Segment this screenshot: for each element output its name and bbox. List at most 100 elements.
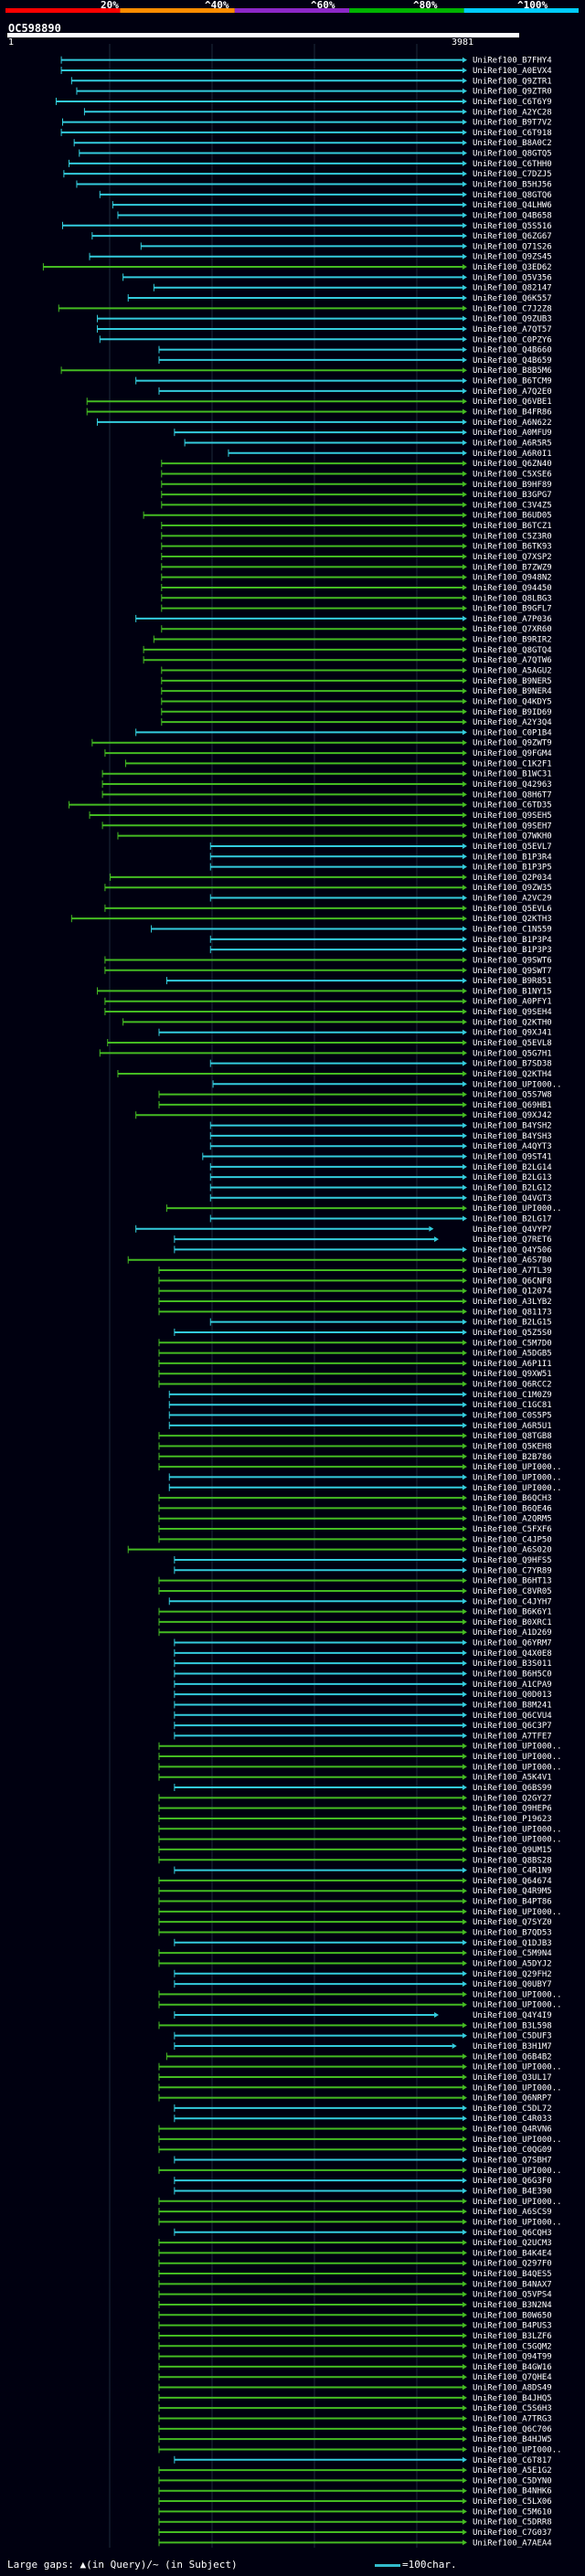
hit-label[interactable]: UniRef100_Q9SEH4 <box>473 1008 552 1017</box>
hit-label[interactable]: UniRef100_A6N622 <box>473 419 552 428</box>
hit-label[interactable]: UniRef100_Q42963 <box>473 780 552 790</box>
hit-label[interactable]: UniRef100_A7P036 <box>473 615 552 624</box>
hit-label[interactable]: UniRef100_Q5S7W8 <box>473 1091 552 1100</box>
hit-label[interactable]: UniRef100_C5LX06 <box>473 2497 552 2507</box>
hit-label[interactable]: UniRef100_B2LG13 <box>473 1173 552 1182</box>
hit-label[interactable]: UniRef100_B9NER5 <box>473 677 552 686</box>
hit-label[interactable]: UniRef100_Q6YRM7 <box>473 1639 552 1648</box>
hit-label[interactable]: UniRef100_Q9XW51 <box>473 1370 552 1379</box>
hit-label[interactable]: UniRef100_Q8TGB8 <box>473 1432 552 1441</box>
hit-label[interactable]: UniRef100_Q7QHE4 <box>473 2373 552 2382</box>
hit-label[interactable]: UniRef100_B4PT86 <box>473 1898 552 1907</box>
hit-label[interactable]: UniRef100_Q9ZW35 <box>473 884 552 893</box>
hit-label[interactable]: UniRef100_Q4B658 <box>473 211 552 220</box>
hit-label[interactable]: UniRef100_Q4KDY5 <box>473 697 552 706</box>
hit-label[interactable]: UniRef100_A6R0I1 <box>473 450 552 459</box>
hit-label[interactable]: UniRef100_B6UD05 <box>473 512 552 521</box>
hit-label[interactable]: UniRef100_B4E390 <box>473 2187 552 2196</box>
hit-label[interactable]: UniRef100_B2LG17 <box>473 1214 552 1224</box>
hit-label[interactable]: UniRef100_A6S020 <box>473 1546 552 1555</box>
hit-label[interactable]: UniRef100_Q5Z5S0 <box>473 1329 552 1338</box>
hit-label[interactable]: UniRef100_A3LYB2 <box>473 1298 552 1307</box>
hit-label[interactable]: UniRef100_Q2KTH0 <box>473 1018 552 1027</box>
hit-label[interactable]: UniRef100_Q0D013 <box>473 1691 552 1700</box>
hit-label[interactable]: UniRef100_B0XRC1 <box>473 1618 552 1627</box>
hit-label[interactable]: UniRef100_C8VR05 <box>473 1587 552 1596</box>
hit-label[interactable]: UniRef100_Q5V356 <box>473 273 552 282</box>
hit-label[interactable]: UniRef100_B1NY15 <box>473 987 552 996</box>
hit-label[interactable]: UniRef100_Q9HFS5 <box>473 1556 552 1565</box>
hit-label[interactable]: UniRef100_Q4LHW6 <box>473 201 552 210</box>
hit-label[interactable]: UniRef100_Q9ST41 <box>473 1153 552 1162</box>
hit-label[interactable]: UniRef100_Q9ZUB3 <box>473 315 552 324</box>
hit-label[interactable]: UniRef100_Q6C706 <box>473 2425 552 2434</box>
hit-label[interactable]: UniRef100_Q71S26 <box>473 242 552 251</box>
hit-label[interactable]: UniRef100_A5DYJ2 <box>473 1959 552 1968</box>
hit-label[interactable]: UniRef100_Q2GY27 <box>473 1794 552 1803</box>
hit-label[interactable]: UniRef100_B8B5M6 <box>473 366 552 376</box>
hit-label[interactable]: UniRef100_C0QG09 <box>473 2146 552 2155</box>
hit-label[interactable]: UniRef100_UPI000.. <box>473 2063 562 2072</box>
hit-label[interactable]: UniRef100_Q9SWT7 <box>473 967 552 976</box>
hit-label[interactable]: UniRef100_Q7XR60 <box>473 625 552 634</box>
hit-label[interactable]: UniRef100_Q0UBY7 <box>473 1980 552 1989</box>
hit-label[interactable]: UniRef100_B7FHY4 <box>473 57 552 66</box>
hit-label[interactable]: UniRef100_UPI000.. <box>473 2083 562 2093</box>
hit-label[interactable]: UniRef100_C5DUF3 <box>473 2032 552 2041</box>
hit-label[interactable]: UniRef100_Q9ZTR1 <box>473 77 552 86</box>
hit-label[interactable]: UniRef100_UPI000.. <box>473 2445 562 2454</box>
hit-label[interactable]: UniRef100_C6T918 <box>473 129 552 138</box>
hit-label[interactable]: UniRef100_C4JP50 <box>473 1535 552 1544</box>
hit-label[interactable]: UniRef100_C5DYN0 <box>473 2476 552 2486</box>
hit-label[interactable]: UniRef100_B3H1M7 <box>473 2042 552 2051</box>
hit-label[interactable]: UniRef100_P19623 <box>473 1815 552 1824</box>
hit-label[interactable]: UniRef100_C7YR89 <box>473 1566 552 1575</box>
hit-label[interactable]: UniRef100_C0P1B4 <box>473 728 552 737</box>
hit-label[interactable]: UniRef100_Q6NRP7 <box>473 2094 552 2104</box>
hit-label[interactable]: UniRef100_A7QTW6 <box>473 656 552 665</box>
hit-label[interactable]: UniRef100_Q4B659 <box>473 356 552 366</box>
hit-label[interactable]: UniRef100_Q5EVL8 <box>473 1039 552 1048</box>
hit-label[interactable]: UniRef100_Q7SYZ0 <box>473 1918 552 1927</box>
hit-label[interactable]: UniRef100_Q6VBE1 <box>473 398 552 407</box>
hit-label[interactable]: UniRef100_B4NAX7 <box>473 2280 552 2289</box>
hit-label[interactable]: UniRef100_Q94T99 <box>473 2353 552 2362</box>
hit-label[interactable]: UniRef100_B5HJ56 <box>473 180 552 189</box>
hit-label[interactable]: UniRef100_A5DGB5 <box>473 1350 552 1359</box>
hit-label[interactable]: UniRef100_B4JHQ5 <box>473 2394 552 2403</box>
hit-label[interactable]: UniRef100_B4HJW5 <box>473 2435 552 2444</box>
hit-label[interactable]: UniRef100_C5GQM2 <box>473 2342 552 2351</box>
hit-label[interactable]: UniRef100_A0PFY1 <box>473 998 552 1007</box>
hit-label[interactable]: UniRef100_A2VC29 <box>473 895 552 904</box>
hit-label[interactable]: UniRef100_Q64674 <box>473 1877 552 1886</box>
hit-label[interactable]: UniRef100_B4YSH3 <box>473 1132 552 1141</box>
hit-label[interactable]: UniRef100_Q3UL17 <box>473 2073 552 2083</box>
hit-label[interactable]: UniRef100_Q7SBH7 <box>473 2157 552 2166</box>
hit-label[interactable]: UniRef100_C5M9N4 <box>473 1949 552 1958</box>
hit-label[interactable]: UniRef100_Q5S516 <box>473 222 552 231</box>
hit-label[interactable]: UniRef100_C6TD35 <box>473 801 552 811</box>
hit-label[interactable]: UniRef100_UPI000.. <box>473 1836 562 1845</box>
hit-label[interactable]: UniRef100_B9ID69 <box>473 708 552 717</box>
hit-label[interactable]: UniRef100_B6H5C0 <box>473 1670 552 1680</box>
hit-label[interactable]: UniRef100_C6THH0 <box>473 160 552 169</box>
hit-label[interactable]: UniRef100_C5DL72 <box>473 2104 552 2114</box>
hit-label[interactable]: UniRef100_B2LG14 <box>473 1163 552 1172</box>
hit-label[interactable]: UniRef100_B4QES5 <box>473 2270 552 2279</box>
hit-label[interactable]: UniRef100_Q6RCC2 <box>473 1381 552 1390</box>
hit-label[interactable]: UniRef100_C7DZJ5 <box>473 170 552 179</box>
hit-label[interactable]: UniRef100_Q9ZTR0 <box>473 88 552 97</box>
hit-label[interactable]: UniRef100_UPI000.. <box>473 1080 562 1089</box>
hit-label[interactable]: UniRef100_B6TK93 <box>473 543 552 552</box>
hit-label[interactable]: UniRef100_Q4VYP7 <box>473 1225 552 1235</box>
hit-label[interactable]: UniRef100_UPI000.. <box>473 2136 562 2145</box>
hit-label[interactable]: UniRef100_Q6G3F0 <box>473 2177 552 2186</box>
hit-label[interactable]: UniRef100_C7G037 <box>473 2528 552 2538</box>
hit-label[interactable]: UniRef100_Q6ZN40 <box>473 460 552 469</box>
hit-label[interactable]: UniRef100_Q5KEH8 <box>473 1442 552 1451</box>
hit-label[interactable]: UniRef100_B4FR86 <box>473 408 552 418</box>
hit-label[interactable]: UniRef100_C1GC81 <box>473 1401 552 1410</box>
hit-label[interactable]: UniRef100_B2B786 <box>473 1453 552 1462</box>
hit-label[interactable]: UniRef100_Q9FGM4 <box>473 749 552 758</box>
hit-label[interactable]: UniRef100_Q6CVU4 <box>473 1712 552 1721</box>
